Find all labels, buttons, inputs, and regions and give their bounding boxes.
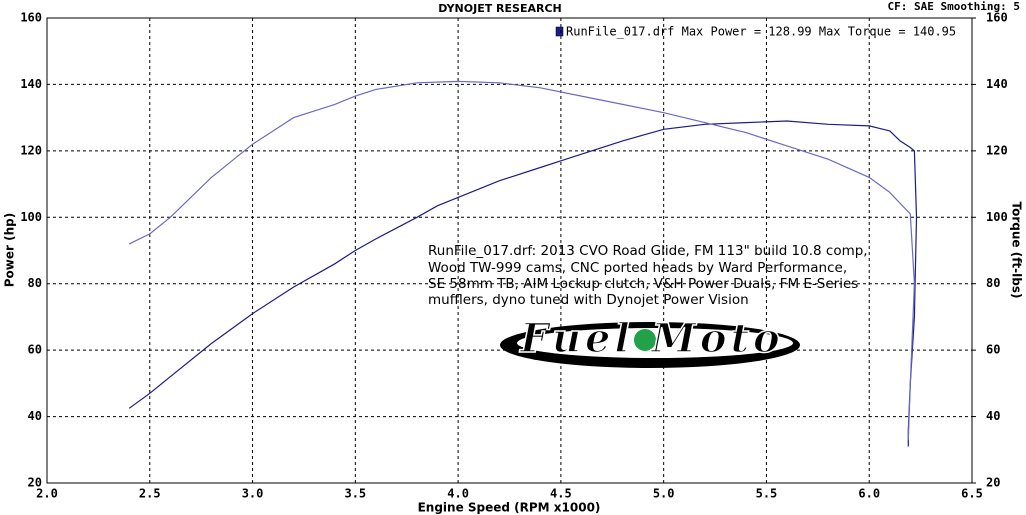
data-line [128, 120, 918, 447]
logo: Fuel Moto [500, 314, 800, 368]
x-tick-label: 4.0 [447, 487, 469, 501]
y2-tick-label: 120 [986, 143, 1008, 157]
x-tick-label: 6.5 [961, 487, 983, 501]
y2-tick-label: 80 [986, 276, 1000, 290]
y2-axis-title: Torque (ft-lbs) [1010, 202, 1024, 299]
annotation-line: RunFile_017.drf: 2013 CVO Road Glide, FM… [428, 243, 868, 259]
x-axis-title: Engine Speed (RPM x1000) [418, 501, 601, 515]
y2-tick-label: 60 [986, 343, 1000, 357]
subtitle: CF: SAE Smoothing: 5 [888, 0, 1020, 13]
y-tick-label: 60 [28, 343, 42, 357]
chart-title: DYNOJET RESEARCH [438, 2, 561, 15]
y-tick-label: 160 [20, 11, 42, 25]
logo-clover [634, 329, 656, 351]
y-tick-label: 80 [28, 276, 42, 290]
x-tick-label: 5.0 [653, 487, 675, 501]
x-tick-label: 3.0 [242, 487, 264, 501]
annotation-line: Wood TW-999 cams, CNC ported heads by Wa… [428, 260, 847, 276]
y2-tick-label: 140 [986, 77, 1008, 91]
plot-frame [46, 17, 973, 484]
y-tick-label: 140 [20, 77, 42, 91]
annotation-line: mufflers, dyno tuned with Dynojet Power … [428, 292, 749, 308]
y2-tick-label: 20 [986, 476, 1000, 490]
y2-tick-label: 40 [986, 409, 1000, 423]
legend-text: RunFile_017.drf Max Power = 128.99 Max T… [566, 25, 956, 39]
x-tick-label: 5.5 [756, 487, 778, 501]
x-tick-label: 4.5 [550, 487, 572, 501]
x-tick-label: 6.0 [858, 487, 880, 501]
data-line [128, 80, 916, 440]
y2-tick-label: 100 [986, 210, 1008, 224]
y-tick-label: 20 [28, 476, 42, 490]
x-tick-label: 3.5 [344, 487, 366, 501]
x-tick-label: 2.0 [36, 487, 58, 501]
y2-tick-label: 160 [986, 11, 1008, 25]
legend-swatch [555, 26, 564, 37]
x-tick-label: 2.5 [139, 487, 161, 501]
annotation-line: SE 58mm TB, AIM Lockup clutch, V&H Power… [428, 276, 858, 292]
y-tick-label: 100 [20, 210, 42, 224]
y-axis-title: Power (hp) [3, 213, 17, 287]
y-tick-label: 40 [28, 409, 42, 423]
y-tick-label: 120 [20, 143, 42, 157]
logo-text: Fuel Moto [519, 315, 783, 362]
annotation: RunFile_017.drf: 2013 CVO Road Glide, FM… [428, 243, 868, 308]
